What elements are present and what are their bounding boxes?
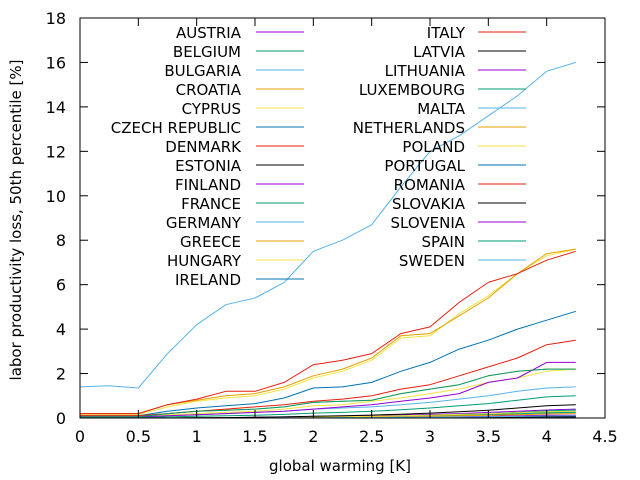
plot-frame [79,17,606,419]
x-tick-label: 1.5 [242,427,267,446]
legend-label: MALTA [417,100,465,118]
series-line [79,61,576,389]
legend: AUSTRIABELGIUMBULGARIACROATIACYPRUSCZECH… [111,24,526,289]
legend-label: SWEDEN [399,252,465,270]
legend-label: ESTONIA [175,157,242,175]
legend-label: GERMANY [166,214,242,232]
legend-label: HUNGARY [167,252,242,270]
legend-label: CYPRUS [182,100,241,118]
x-tick-label: 2 [308,427,318,446]
y-axis: 0 2 4 6 8 10 12 14 16 18 [46,9,605,428]
y-tick-label: 14 [46,98,66,117]
y-tick-label: 8 [56,231,66,250]
y-tick-label: 2 [56,365,66,384]
x-tick-label: 0 [75,427,85,446]
x-tick-label: 4.5 [592,427,617,446]
series-line [80,250,576,415]
x-tick-label: 1 [192,427,202,446]
series-line [80,368,576,418]
legend-label: SPAIN [421,233,465,251]
x-tick-label: 3 [425,427,435,446]
legend-label: LATVIA [413,43,466,61]
x-tick-label: 0.5 [126,427,151,446]
legend-label: ITALY [427,24,466,42]
series-line [80,339,576,417]
x-axis-label: global warming [K] [269,457,411,475]
legend-label: GREECE [180,233,241,251]
y-tick-label: 12 [46,142,66,161]
legend-label: CZECH REPUBLIC [111,119,241,137]
series-line [80,248,576,415]
x-axis: 0 0.5 1 1.5 2 2.5 3 3.5 4 4.5 [75,18,618,446]
legend-label: ROMANIA [394,176,466,194]
legend-label: CROATIA [176,81,242,99]
legend-label: AUSTRIA [176,24,242,42]
y-tick-label: 18 [46,9,66,28]
series-line [80,395,576,419]
legend-label: LITHUANIA [385,62,466,80]
y-tick-label: 10 [46,187,66,206]
legend-label: BULGARIA [164,62,241,80]
series-line [80,361,576,418]
y-tick-label: 0 [56,409,66,428]
legend-label: FRANCE [181,195,241,213]
legend-label: POLAND [402,138,465,156]
legend-label: NETHERLANDS [353,119,465,137]
legend-label: IRELAND [175,271,241,289]
plot-lines [79,61,576,419]
legend-label: DENMARK [165,138,242,156]
legend-label: SLOVAKIA [392,195,466,213]
legend-label: FINLAND [175,176,241,194]
x-tick-label: 2.5 [359,427,384,446]
series-line [80,368,576,418]
y-tick-label: 6 [56,276,66,295]
legend-label: BELGIUM [173,43,241,61]
series-line [80,248,576,416]
legend-label: LUXEMBOURG [359,81,465,99]
legend-label: SLOVENIA [390,214,465,232]
y-axis-label: labor productivity loss, 50th percentile… [7,60,25,381]
legend-label: PORTUGAL [384,157,465,175]
series-line [80,310,576,417]
x-tick-label: 3.5 [476,427,501,446]
y-tick-label: 4 [56,320,66,339]
x-tick-label: 4 [542,427,552,446]
y-tick-label: 16 [46,53,66,72]
